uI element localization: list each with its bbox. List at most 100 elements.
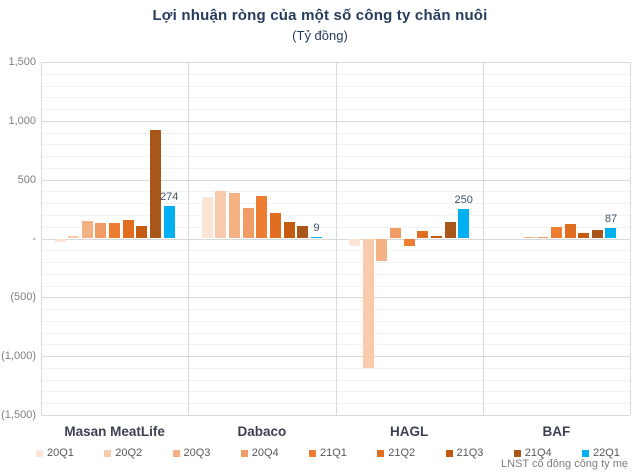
legend-label: 20Q1 xyxy=(47,446,74,459)
bar-dabaco-21Q3 xyxy=(283,222,295,239)
legend-item-20Q1: 20Q1 xyxy=(36,446,74,459)
legend-swatch-icon xyxy=(513,449,521,457)
legend-item-22Q1: 22Q1 xyxy=(582,446,620,459)
gridline-minor xyxy=(41,214,630,216)
data-label: 274 xyxy=(160,191,179,204)
bar-baf-21Q4 xyxy=(591,229,603,239)
legend-swatch-icon xyxy=(240,449,248,457)
gridline-major xyxy=(41,120,630,122)
gridline-minor xyxy=(41,273,630,275)
category-separator xyxy=(483,62,484,415)
gridline-minor xyxy=(41,309,630,311)
bar-dabaco-21Q4 xyxy=(297,225,309,239)
category-label-baf: BAF xyxy=(542,424,571,439)
gridline-minor xyxy=(41,262,630,264)
bar-baf-21Q2 xyxy=(564,224,576,239)
category-label-masan-meatlife: Masan MeatLife xyxy=(64,424,165,439)
bar-hagl-21Q1 xyxy=(403,238,415,246)
bar-baf-22Q1 xyxy=(605,228,617,239)
bar-dabaco-22Q1 xyxy=(310,237,322,239)
bar-masan-meatlife-20Q1 xyxy=(54,238,66,243)
gridline-minor xyxy=(41,109,630,111)
chart-caption: LNST cổ đông công ty mẹ xyxy=(501,458,628,470)
y-tick-label: - xyxy=(32,232,36,245)
gridline-major xyxy=(41,415,630,416)
bar-hagl-21Q2 xyxy=(417,230,429,239)
legend-label: 20Q4 xyxy=(251,446,279,459)
bar-masan-meatlife-21Q4 xyxy=(150,129,162,239)
bar-masan-meatlife-21Q3 xyxy=(136,225,148,239)
bar-dabaco-20Q1 xyxy=(201,197,213,239)
gridline-minor xyxy=(41,285,630,287)
legend-item-20Q2: 20Q2 xyxy=(104,446,143,459)
bar-masan-meatlife-21Q1 xyxy=(109,223,121,239)
gridline-minor xyxy=(41,391,630,393)
legend-swatch-icon xyxy=(377,449,385,457)
y-tick-label: (1,500) xyxy=(1,409,36,421)
gridline-minor xyxy=(41,167,630,169)
legend-item-20Q3: 20Q3 xyxy=(172,446,211,459)
legend: 20Q1 20Q2 20Q3 20Q4 21Q1 21Q2 21Q3 21Q4 22Q1 xyxy=(36,447,620,459)
gridline-minor xyxy=(41,344,630,346)
category-separator xyxy=(41,62,42,415)
category-axis: Masan MeatLife Dabaco HAGL BAF xyxy=(0,424,640,442)
gridline-minor xyxy=(41,403,630,405)
gridline-minor xyxy=(41,367,630,369)
legend-item-20Q4: 20Q4 xyxy=(240,446,279,459)
bar-hagl-20Q3 xyxy=(376,238,388,261)
legend-label: 20Q3 xyxy=(183,446,211,459)
gridline-minor xyxy=(41,320,630,322)
category-separator xyxy=(630,62,631,415)
legend-item-21Q1: 21Q1 xyxy=(309,447,347,459)
bar-dabaco-21Q1 xyxy=(256,195,268,239)
bar-dabaco-21Q2 xyxy=(270,213,282,239)
chart-title: Lợi nhuận ròng của một số công ty chăn n… xyxy=(152,7,488,24)
bar-dabaco-20Q4 xyxy=(242,207,254,239)
data-label: 9 xyxy=(313,222,320,235)
bar-dabaco-20Q2 xyxy=(215,191,227,239)
gridline-minor xyxy=(41,156,630,158)
gridline-major xyxy=(41,62,630,63)
y-tick-label: (500) xyxy=(10,291,36,304)
bar-hagl-20Q1 xyxy=(349,238,361,246)
legend-label: 21Q4 xyxy=(524,446,552,459)
gridline-minor xyxy=(41,132,630,134)
legend-label: 22Q1 xyxy=(593,446,620,459)
y-tick-label: 500 xyxy=(17,173,36,186)
bar-hagl-21Q3 xyxy=(430,236,442,239)
gridline-minor xyxy=(41,97,630,99)
gridline-major xyxy=(41,297,630,299)
category-label-hagl: HAGL xyxy=(390,424,429,439)
y-tick-label: 1,000 xyxy=(8,114,36,127)
gridline-minor xyxy=(41,332,630,334)
legend-label: 20Q2 xyxy=(115,446,143,459)
gridline-minor xyxy=(41,191,630,193)
legend-swatch-icon xyxy=(36,449,43,457)
chart-subtitle: (Tỷ đồng) xyxy=(292,28,348,43)
gridline-minor xyxy=(41,144,630,146)
legend-item-21Q3: 21Q3 xyxy=(445,447,483,459)
bar-baf-21Q1 xyxy=(550,227,562,239)
bar-baf-20Q3 xyxy=(523,237,535,239)
bar-hagl-20Q4 xyxy=(389,228,401,239)
bar-masan-meatlife-20Q3 xyxy=(81,221,93,239)
gridline-minor xyxy=(41,73,630,75)
y-tick-label: (1,000) xyxy=(1,350,36,363)
gridline-minor xyxy=(41,250,630,252)
legend-swatch-icon xyxy=(172,449,180,457)
legend-swatch-icon xyxy=(445,449,453,457)
data-label: 87 xyxy=(604,213,618,226)
bar-masan-meatlife-22Q1 xyxy=(163,206,175,239)
legend-label: 21Q2 xyxy=(388,446,416,459)
gridline-major xyxy=(41,238,630,240)
bar-hagl-20Q2 xyxy=(362,238,374,368)
bar-hagl-22Q1 xyxy=(458,209,470,239)
gridline-minor xyxy=(41,203,630,205)
plot-area: 274 9 250 87 xyxy=(41,62,631,416)
gridline-minor xyxy=(41,379,630,381)
bar-masan-meatlife-21Q2 xyxy=(122,219,134,239)
bar-hagl-21Q4 xyxy=(444,222,456,239)
category-label-dabaco: Dabaco xyxy=(237,424,287,439)
bar-baf-20Q4 xyxy=(537,236,549,239)
